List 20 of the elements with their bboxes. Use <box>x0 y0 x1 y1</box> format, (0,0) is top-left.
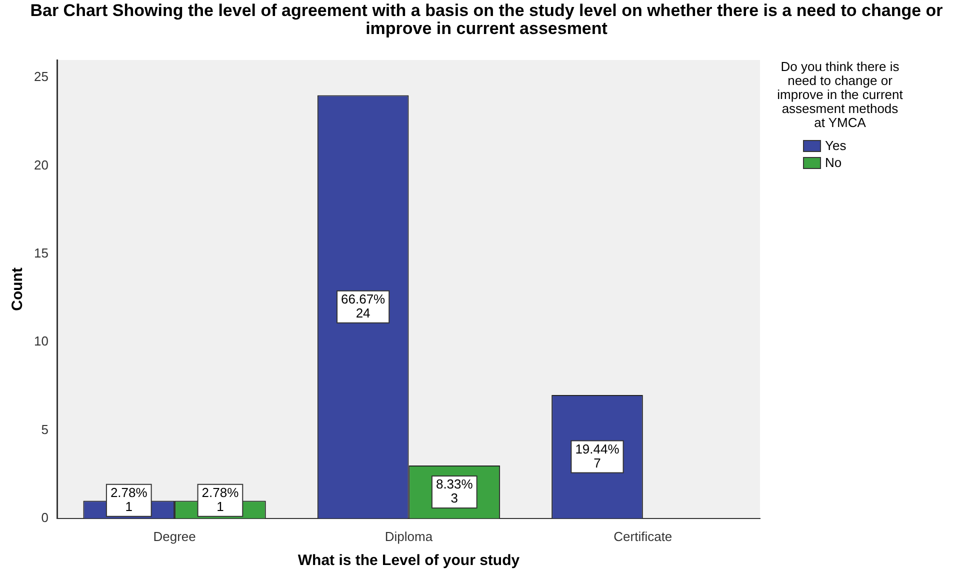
y-tick-label: 20 <box>34 157 48 172</box>
x-tick-label: Degree <box>153 528 196 544</box>
data-label: 66.67% 24 <box>341 291 386 320</box>
x-axis-title: What is the Level of your study <box>298 552 520 570</box>
y-tick-label: 15 <box>34 246 48 261</box>
y-tick-label: 5 <box>41 422 48 437</box>
legend-label: Yes <box>825 138 846 153</box>
data-label: 2.78% 1 <box>110 484 148 514</box>
x-tick-label: Certificate <box>614 528 672 544</box>
data-label: 19.44% 7 <box>575 441 620 470</box>
x-tick-label: Diploma <box>384 528 434 544</box>
data-label: 8.33% 3 <box>436 476 474 506</box>
data-label: 2.78% 1 <box>202 484 240 514</box>
y-tick-label: 25 <box>34 69 48 84</box>
y-tick-label: 10 <box>34 334 48 349</box>
legend-label: No <box>825 155 842 170</box>
y-axis-title: Count <box>9 268 26 311</box>
legend-title: Do you think there is need to change or improve in the current assesment methods at YMCA <box>776 59 904 130</box>
chart-title: Bar Chart Showing the level of agreement with a basis on the study level on whether there is a need to change or improve in current assesment <box>29 1 944 38</box>
y-tick-label: 0 <box>41 510 48 525</box>
